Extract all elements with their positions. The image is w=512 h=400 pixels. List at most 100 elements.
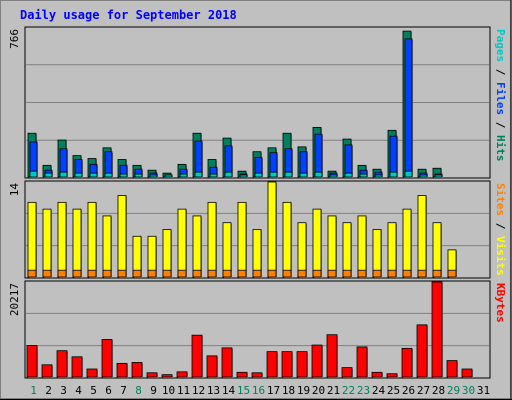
x-tick-label-day-19: 19 [297,384,310,397]
bar-sites-day-23 [357,269,367,278]
bar-pages-day-4 [74,172,83,178]
x-tick-label-day-26: 26 [402,384,415,397]
bar-files-day-12 [194,140,203,178]
x-tick-label-day-9: 9 [150,384,157,397]
x-tick-label-day-30: 30 [462,384,475,397]
bar-pages-day-23 [359,173,368,178]
bar-pages-day-8 [134,173,143,178]
bar-pages-day-28 [434,174,443,178]
axis-label-visits-sites: Sites / Visits [494,183,507,276]
bar-sites-day-19 [297,269,307,278]
bar-pages-day-16 [254,172,263,178]
x-tick-label-day-2: 2 [45,384,52,397]
axis-label-part: / [494,115,507,135]
x-tick-label-day-25: 25 [387,384,400,397]
x-tick-label-day-7: 7 [120,384,127,397]
bar-kbytes-day-19 [296,351,308,378]
bar-pages-day-15 [239,174,248,178]
bar-kbytes-day-16 [251,372,263,378]
bar-sites-day-25 [387,269,397,278]
bar-files-day-22 [344,144,353,178]
bar-visits-day-23 [357,215,367,278]
bar-pages-day-26 [404,170,413,178]
bar-pages-day-12 [194,171,203,178]
bar-pages-day-25 [389,171,398,178]
x-tick-label-day-23: 23 [357,384,370,397]
bar-sites-day-3 [57,269,67,278]
bar-kbytes-day-2 [41,364,53,378]
bar-sites-day-12 [192,269,202,278]
x-tick-label-day-22: 22 [342,384,355,397]
bar-visits-day-2 [42,208,52,278]
bar-visits-day-26 [402,208,412,278]
bar-sites-day-10 [162,269,172,278]
bar-visits-day-28 [432,222,442,278]
bar-kbytes-day-4 [71,356,83,378]
bar-kbytes-day-28 [431,281,443,378]
x-axis-labels: 1 2 3 4 5 6 7 8 9 10 11 12 13 14 15 16 17 18 19 20 21 22 23 24 2… [30,384,490,397]
chart-panels: 766 Pages / Files / Hits 14 Sites / Visits 2… [8,26,507,379]
y-max-label: 20217 [8,283,21,316]
bar-visits-day-13 [207,201,217,278]
bar-kbytes-day-17 [266,351,278,378]
bar-sites-day-5 [87,269,97,278]
bar-visits-day-17 [267,181,277,278]
bar-kbytes-day-20 [311,344,323,378]
bar-kbytes-day-30 [461,368,473,378]
axis-label-part: Sites [494,183,507,216]
bar-pages-day-6 [104,172,113,178]
bar-pages-day-3 [59,171,68,178]
bar-sites-day-13 [207,269,217,278]
axis-label-part: Pages [494,29,507,62]
x-tick-label-day-18: 18 [282,384,295,397]
bar-sites-day-29 [447,269,457,278]
bar-visits-day-6 [102,215,112,278]
bar-kbytes-day-3 [56,350,68,378]
bar-sites-day-24 [372,269,382,278]
bar-sites-day-11 [177,269,187,278]
bar-visits-day-21 [327,215,337,278]
x-tick-label-day-16: 16 [252,384,265,397]
bar-kbytes-day-7 [116,362,128,378]
axis-label-part: / [494,62,507,82]
axis-label-part: KBytes [494,283,507,323]
bar-files-day-25 [389,135,398,178]
x-tick-label-day-15: 15 [237,384,250,397]
bar-pages-day-20 [314,171,323,178]
bar-visits-day-11 [177,208,187,278]
x-tick-label-day-6: 6 [105,384,112,397]
bar-kbytes-day-21 [326,334,338,378]
bar-kbytes-day-18 [281,351,293,378]
bar-visits-day-12 [192,215,202,278]
bar-sites-day-1 [27,269,37,278]
bar-kbytes-day-9 [146,372,158,378]
x-tick-label-day-28: 28 [432,384,445,397]
bar-visits-day-1 [27,201,37,278]
bar-sites-day-8 [132,269,142,278]
x-tick-label-day-20: 20 [312,384,325,397]
bar-kbytes-day-5 [86,368,98,378]
chart-title: Daily usage for September 2018 [20,8,237,22]
bar-pages-day-22 [344,172,353,178]
bar-visits-day-4 [72,208,82,278]
bar-pages-day-11 [179,173,188,178]
bar-sites-day-7 [117,269,127,278]
x-tick-label-day-17: 17 [267,384,280,397]
bar-sites-day-18 [282,269,292,278]
bar-visits-day-18 [282,201,292,278]
bar-kbytes-day-15 [236,371,248,378]
bar-sites-day-14 [222,269,232,278]
x-tick-label-day-8: 8 [135,384,142,397]
bar-pages-day-21 [329,174,338,178]
axis-label-hits-files-pages: Pages / Files / Hits [494,29,507,162]
y-max-label: 766 [8,29,21,49]
bar-visits-day-5 [87,201,97,278]
x-tick-label-day-29: 29 [447,384,460,397]
bar-pages-day-17 [269,171,278,178]
bar-pages-day-14 [224,171,233,178]
bar-sites-day-16 [252,269,262,278]
bar-visits-day-19 [297,222,307,278]
axis-label-part: Files [494,82,507,115]
bar-kbytes-day-26 [401,347,413,378]
bar-pages-day-13 [209,173,218,178]
